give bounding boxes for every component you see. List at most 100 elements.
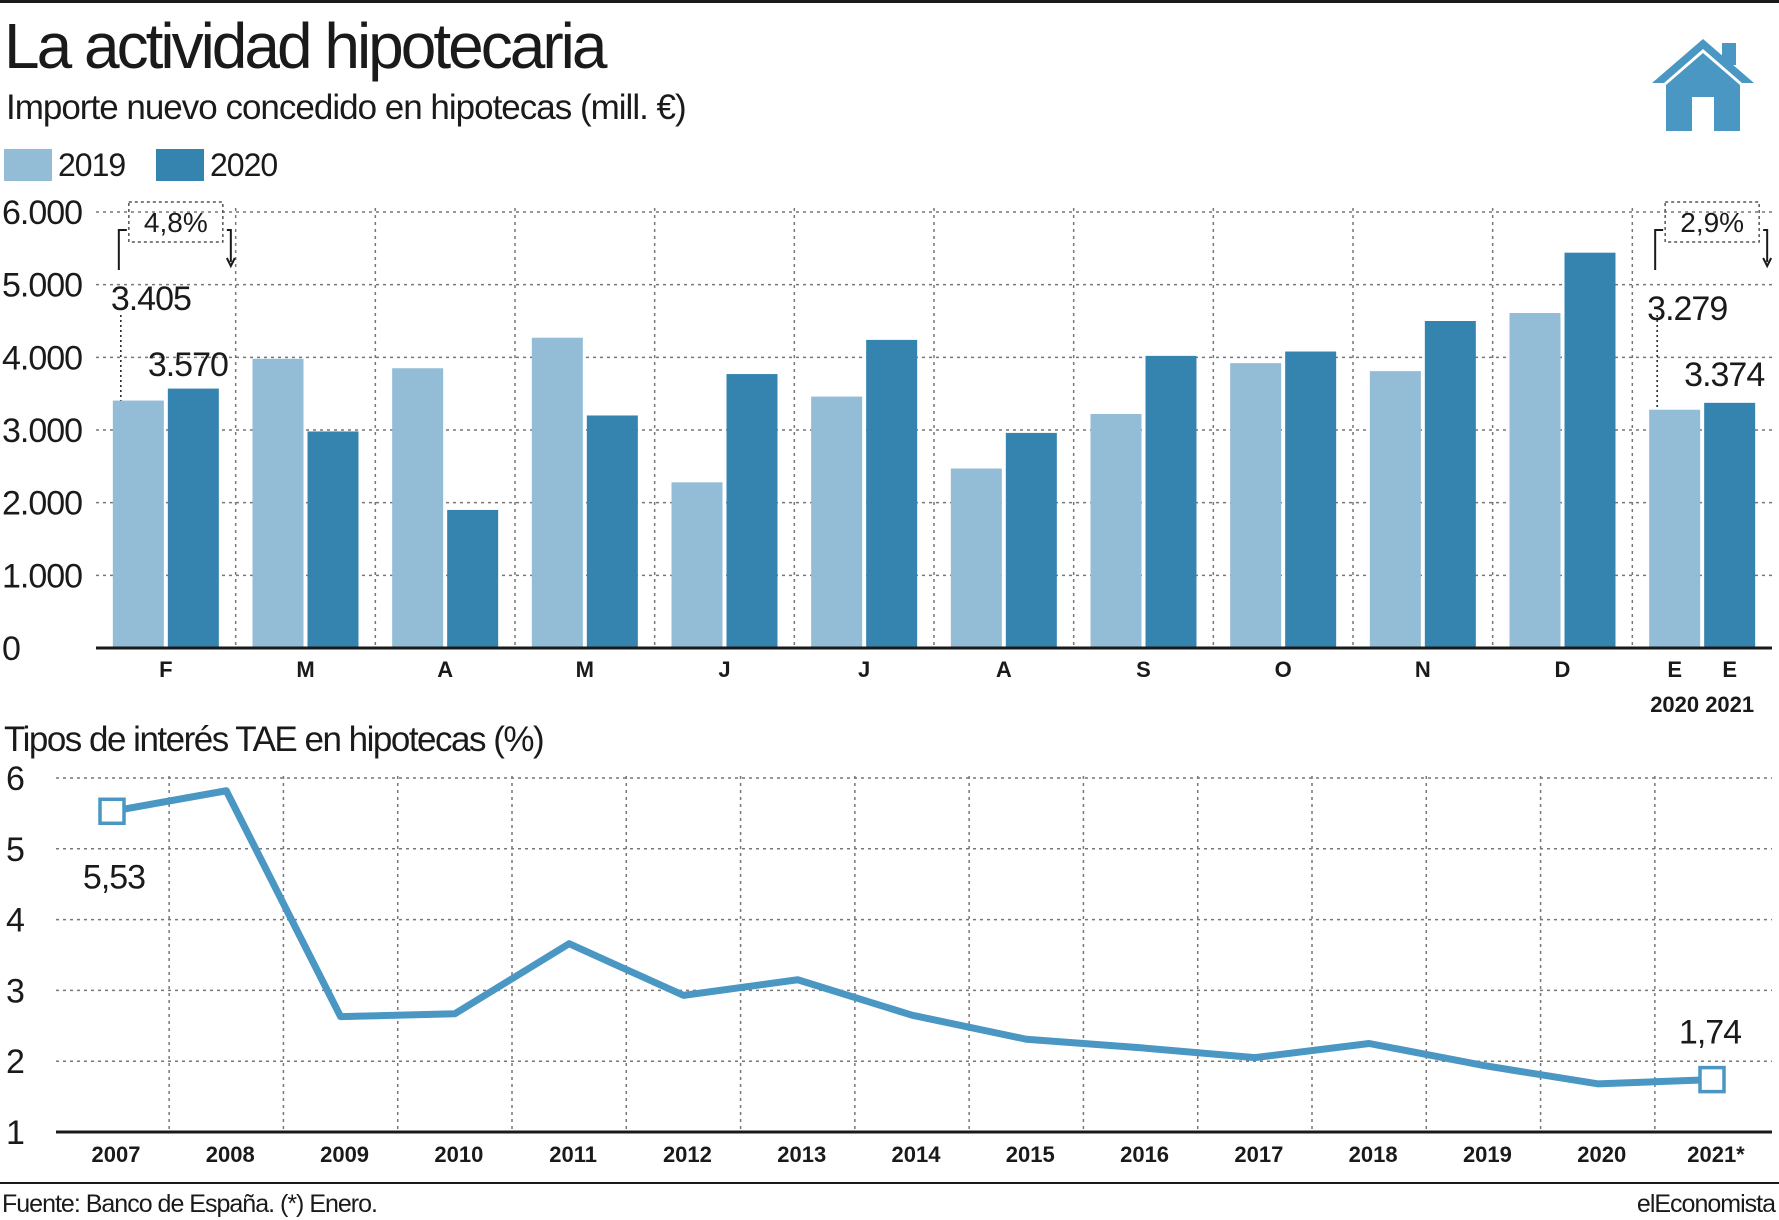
- bar-x-tick-label: J: [718, 657, 730, 682]
- line-y-tick-label: 1: [6, 1114, 24, 1152]
- bar-x-tick-label: D: [1555, 657, 1571, 682]
- line-series: [111, 787, 1713, 1088]
- change-label: 4,8%: [144, 207, 208, 238]
- line-value-label: 1,74: [1679, 1014, 1741, 1052]
- bar-y-tick-label: 2.000: [2, 485, 82, 523]
- bar-value-label: 3.570: [148, 346, 228, 384]
- line-x-tick-label: 2020: [1577, 1142, 1626, 1167]
- bar-2020-9: [1424, 321, 1476, 648]
- bar-2019-10: [1509, 313, 1561, 648]
- line-y-tick-label: 3: [6, 972, 24, 1010]
- line-x-tick-label: 2011: [549, 1142, 597, 1167]
- bar-x-tick-label: S: [1136, 657, 1151, 682]
- line-y-tick-label: 5: [6, 831, 24, 869]
- change-box: [1664, 201, 1760, 243]
- bar-x-tick-label: A: [437, 657, 453, 682]
- bar-value-label: 3.405: [111, 280, 191, 318]
- line-x-tick-label: 2013: [777, 1142, 826, 1167]
- bar-2019-6: [950, 468, 1002, 648]
- bar-2019-0: [112, 400, 164, 648]
- line-x-tick-label: 2016: [1120, 1142, 1169, 1167]
- legend-swatch-2020: [156, 149, 204, 181]
- bar-x-tick-label: A: [996, 657, 1012, 682]
- bar-2019-3: [531, 337, 583, 648]
- bar-x-tick-label: E: [1667, 657, 1682, 682]
- bar-2019-9: [1369, 371, 1421, 648]
- legend-item-2020: 2020: [156, 146, 278, 183]
- bar-x-tick-label: F: [159, 657, 172, 682]
- bar-2019-4: [671, 482, 723, 648]
- bar-value-label: 3.279: [1647, 290, 1727, 328]
- source-note: Fuente: Banco de España. (*) Enero.: [2, 1190, 378, 1218]
- change-arrow: [1762, 257, 1773, 269]
- line-point-marker: [1698, 1065, 1726, 1094]
- line-x-tick-label: 2018: [1349, 1142, 1398, 1167]
- change-bracket-right: [226, 229, 232, 262]
- legend-item-2019: 2019: [4, 146, 126, 183]
- bottom-rule: [0, 1182, 1779, 1184]
- legend-label-2020: 2020: [210, 146, 278, 183]
- line-y-tick-label: 4: [6, 902, 24, 940]
- legend-label-2019: 2019: [58, 146, 126, 183]
- line-x-tick-label: 2009: [320, 1142, 369, 1167]
- bar-2020-3: [586, 415, 638, 648]
- bar-y-tick-label: 0: [2, 630, 20, 668]
- change-label: 2,9%: [1680, 207, 1744, 238]
- bar-value-label: 3.374: [1684, 356, 1764, 394]
- brand-name: elEconomista: [1636, 1190, 1776, 1218]
- line-x-tick-label: 2008: [206, 1142, 255, 1167]
- bar-2019-2: [392, 368, 444, 648]
- line-chart: 1 2 3 4 5 6 2007 2008 2009 2010 2011 2012 2013 2014 20…: [6, 760, 1772, 1167]
- bar-chart: 0 1.000 2.000 3.000 4.000 5.000 6.000 F M A M J J A S O…: [2, 194, 1773, 717]
- bar-2020-11: [1704, 402, 1756, 648]
- change-bracket-right: [1763, 229, 1769, 262]
- chart-title: La actividad hipotecaria: [4, 10, 607, 82]
- bar-2020-6: [1005, 432, 1057, 648]
- change-box: [128, 201, 224, 243]
- line-point-marker: [98, 797, 126, 826]
- line-x-tick-label: 2017: [1234, 1142, 1283, 1167]
- bar-x-tick-label: M: [296, 657, 314, 682]
- bar-x-tick-sublabel: 2021: [1705, 692, 1754, 717]
- house-icon: [1648, 35, 1758, 140]
- line-x-tick-label: 2014: [892, 1142, 942, 1167]
- bar-y-tick-label: 1.000: [2, 557, 82, 595]
- bar-x-tick-label: M: [576, 657, 594, 682]
- bar-y-tick-label: 6.000: [2, 194, 82, 232]
- bar-2019-8: [1230, 363, 1282, 648]
- bar-2019-7: [1090, 414, 1142, 648]
- bar-x-tick-label: E: [1722, 657, 1737, 682]
- line-x-tick-label: 2010: [434, 1142, 483, 1167]
- change-bracket-left: [1654, 229, 1664, 270]
- bar-2019-5: [811, 396, 863, 648]
- legend-swatch-2019: [4, 149, 52, 181]
- change-arrow: [225, 257, 236, 269]
- bar-2019-11: [1649, 409, 1701, 648]
- line-x-tick-label: 2021*: [1687, 1142, 1745, 1167]
- bar-y-tick-label: 5.000: [2, 267, 82, 305]
- chart-subtitle: Importe nuevo concedido en hipotecas (mi…: [6, 88, 687, 127]
- bar-2020-2: [447, 509, 499, 648]
- bar-2019-1: [252, 358, 304, 648]
- line-value-label: 5,53: [83, 858, 145, 896]
- bar-2020-7: [1145, 355, 1197, 648]
- line-x-tick-label: 2007: [92, 1142, 141, 1167]
- line-y-tick-label: 6: [6, 760, 24, 798]
- bar-2020-4: [726, 374, 778, 648]
- change-bracket-left: [117, 229, 127, 270]
- line-x-tick-label: 2012: [663, 1142, 712, 1167]
- bar-y-tick-label: 3.000: [2, 412, 82, 450]
- bar-x-tick-label: N: [1415, 657, 1431, 682]
- line-x-tick-label: 2015: [1006, 1142, 1055, 1167]
- bar-2020-5: [866, 339, 918, 648]
- bar-y-tick-label: 4.000: [2, 339, 82, 377]
- bar-x-tick-label: J: [858, 657, 870, 682]
- line-x-tick-label: 2019: [1463, 1142, 1512, 1167]
- top-rule: [0, 0, 1779, 3]
- bar-2020-1: [307, 431, 359, 648]
- bar-2020-0: [167, 388, 219, 648]
- bar-2020-10: [1564, 252, 1616, 648]
- bar-x-tick-label: O: [1275, 657, 1292, 682]
- bar-x-tick-sublabel: 2020: [1650, 692, 1699, 717]
